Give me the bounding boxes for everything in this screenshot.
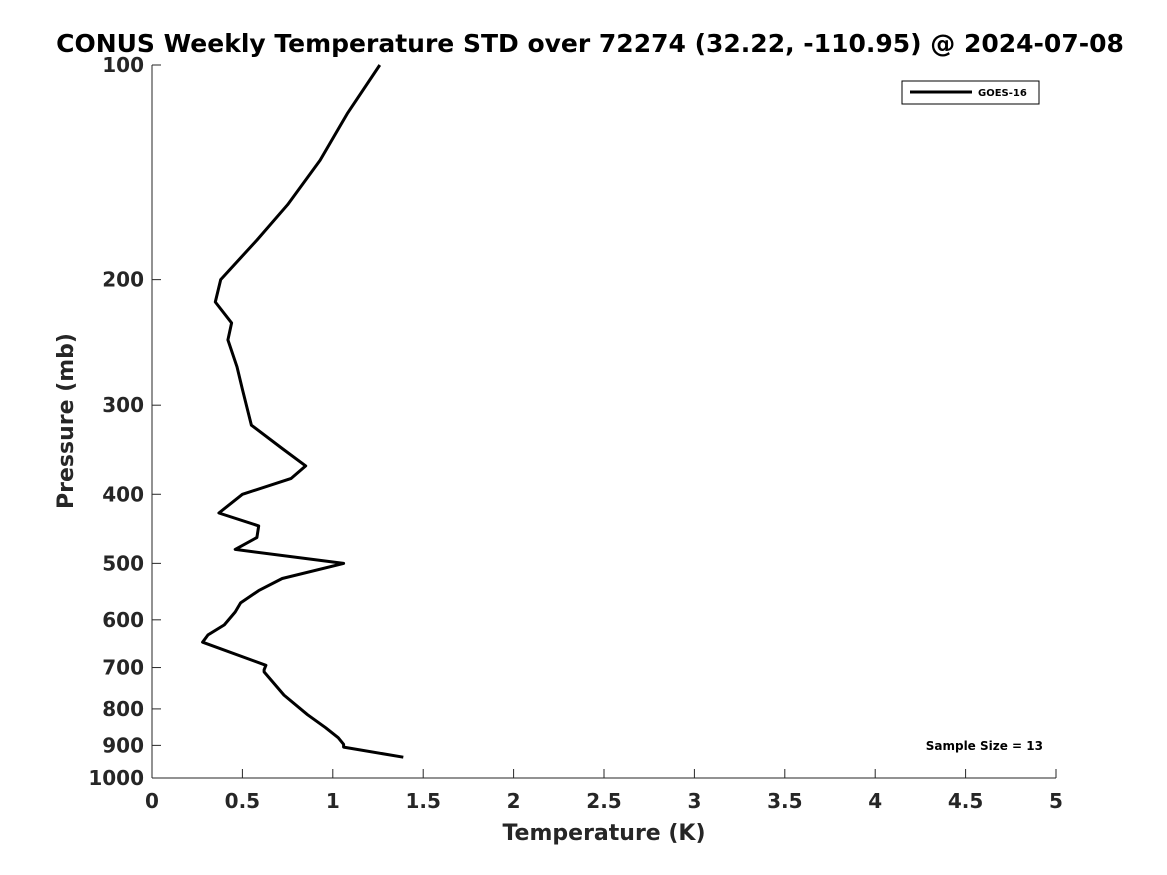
y-tick-label: 900 <box>102 733 144 757</box>
y-tick-label: 100 <box>102 53 144 77</box>
y-axis-ticks: 100 200 300 400 500 600 700 800 900 1000 <box>88 53 161 790</box>
y-tick-label: 300 <box>102 393 144 417</box>
series-layer <box>201 64 404 759</box>
x-tick-label: 3.5 <box>767 789 802 813</box>
y-tick-label: 200 <box>102 268 144 292</box>
chart-title: CONUS Weekly Temperature STD over 72274 … <box>56 29 1124 58</box>
x-axis-ticks: 0 0.5 1 1.5 2 2.5 3 3.5 4 4.5 5 <box>145 769 1063 813</box>
x-tick-label: 2.5 <box>586 789 621 813</box>
y-tick-label: 800 <box>102 697 144 721</box>
legend: GOES-16 <box>901 80 1040 105</box>
x-tick-label: 5 <box>1049 789 1063 813</box>
legend-label-goes-16: GOES-16 <box>978 88 1027 99</box>
y-tick-label: 1000 <box>88 766 144 790</box>
x-tick-label: 0.5 <box>225 789 260 813</box>
y-tick-label: 600 <box>102 608 144 632</box>
y-tick-label: 500 <box>102 551 144 575</box>
x-tick-label: 4.5 <box>948 789 983 813</box>
x-tick-label: 4 <box>868 789 882 813</box>
y-axis-label: Pressure (mb) <box>54 333 79 509</box>
x-tick-label: 1 <box>326 789 340 813</box>
sample-size-annotation: Sample Size = 13 <box>926 739 1043 753</box>
y-tick-label: 400 <box>102 482 144 506</box>
y-tick-label: 700 <box>102 656 144 680</box>
x-tick-label: 3 <box>687 789 701 813</box>
x-axis-label: Temperature (K) <box>502 821 705 846</box>
x-tick-label: 1.5 <box>405 789 440 813</box>
x-tick-label: 0 <box>145 789 159 813</box>
series-line-goes-16 <box>201 64 404 759</box>
x-tick-label: 2 <box>507 789 521 813</box>
